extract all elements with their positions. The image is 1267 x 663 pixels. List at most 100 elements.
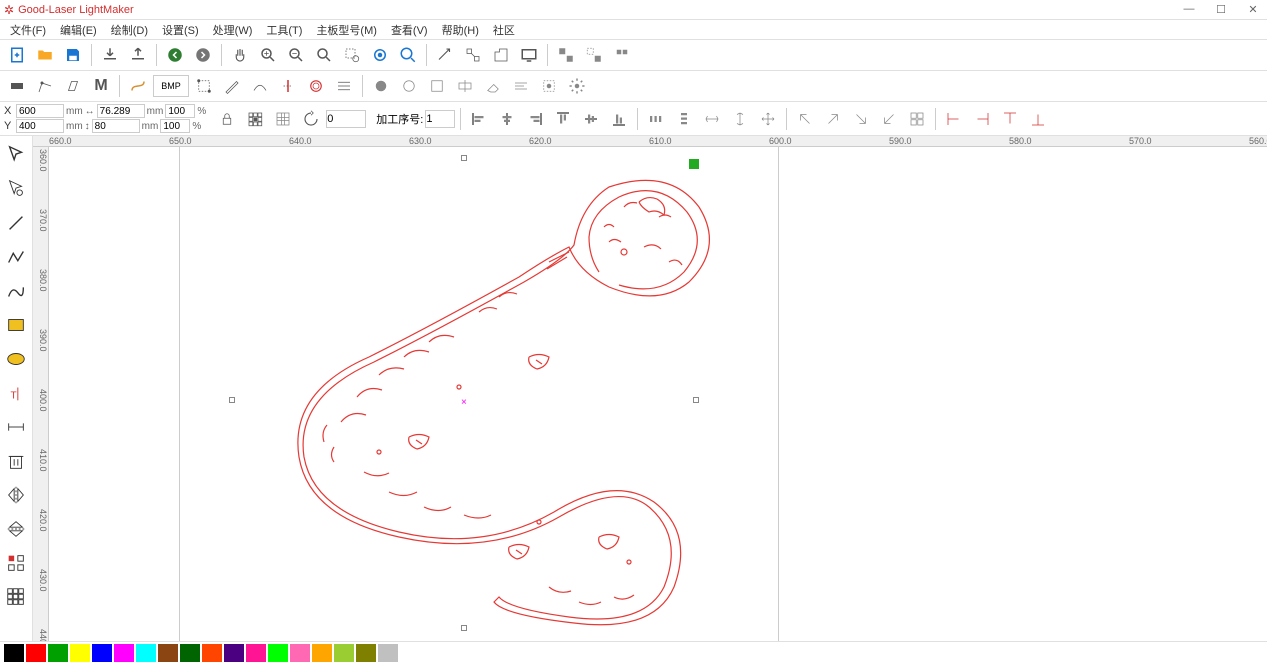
mirror-v-tool[interactable] (0, 514, 32, 544)
move-all-button[interactable] (755, 106, 781, 132)
list-button[interactable] (331, 73, 357, 99)
color-swatch[interactable] (202, 644, 222, 662)
transform-button[interactable] (191, 73, 217, 99)
text-m-button[interactable]: M (88, 73, 114, 99)
menu-process[interactable]: 处理(W) (207, 20, 259, 40)
zoom-fit-button[interactable] (311, 42, 337, 68)
corner-tl-button[interactable] (792, 106, 818, 132)
color-swatch[interactable] (180, 644, 200, 662)
rotate-input[interactable] (326, 110, 366, 128)
node-edit-button[interactable] (32, 73, 58, 99)
settings-gear-button[interactable] (564, 73, 590, 99)
color-swatch[interactable] (136, 644, 156, 662)
align-right-button[interactable] (522, 106, 548, 132)
anchor-grid-button[interactable] (242, 106, 268, 132)
corner-tr-button[interactable] (820, 106, 846, 132)
export-button[interactable] (125, 42, 151, 68)
redo-button[interactable] (190, 42, 216, 68)
path-tool1-button[interactable] (432, 42, 458, 68)
skew-button[interactable] (60, 73, 86, 99)
curve-tool[interactable] (0, 276, 32, 306)
seq-input[interactable] (425, 110, 455, 128)
dist-h-button[interactable] (643, 106, 669, 132)
pen-button[interactable] (219, 73, 245, 99)
zoom-out-button[interactable] (283, 42, 309, 68)
space-v-button[interactable] (727, 106, 753, 132)
measure-tool[interactable] (0, 412, 32, 442)
menu-view[interactable]: 查看(V) (385, 20, 434, 40)
color-swatch[interactable] (246, 644, 266, 662)
align-hcenter-button[interactable] (494, 106, 520, 132)
menu-draw[interactable]: 绘制(D) (105, 20, 154, 40)
rotate-button[interactable] (298, 106, 324, 132)
delete-tool[interactable] (0, 446, 32, 476)
arrow-left-button[interactable] (969, 106, 995, 132)
align-text-button[interactable] (508, 73, 534, 99)
corner-bl-button[interactable] (876, 106, 902, 132)
canvas[interactable]: × (49, 147, 1267, 641)
color-swatch[interactable] (48, 644, 68, 662)
group1-button[interactable] (553, 42, 579, 68)
group2-button[interactable] (581, 42, 607, 68)
select-mode-button[interactable] (4, 73, 30, 99)
menu-edit[interactable]: 编辑(E) (54, 20, 103, 40)
import-button[interactable] (97, 42, 123, 68)
color-swatch[interactable] (378, 644, 398, 662)
h-input[interactable] (92, 119, 140, 133)
color-swatch[interactable] (290, 644, 310, 662)
color-swatch[interactable] (334, 644, 354, 662)
grid-toggle-button[interactable] (270, 106, 296, 132)
menu-community[interactable]: 社区 (487, 20, 521, 40)
align-left-button[interactable] (466, 106, 492, 132)
shape1-button[interactable] (368, 73, 394, 99)
x-input[interactable] (16, 104, 64, 118)
arrow-right-button[interactable] (941, 106, 967, 132)
menu-help[interactable]: 帮助(H) (436, 20, 485, 40)
color-swatch[interactable] (312, 644, 332, 662)
line-tool[interactable] (0, 208, 32, 238)
zoom-all-button[interactable] (367, 42, 393, 68)
shape2-button[interactable] (396, 73, 422, 99)
corner-br-button[interactable] (848, 106, 874, 132)
circle-button[interactable] (303, 73, 329, 99)
display-button[interactable] (516, 42, 542, 68)
zoom-select-button[interactable] (339, 42, 365, 68)
pan-button[interactable] (227, 42, 253, 68)
array-tool[interactable] (0, 548, 32, 578)
close-button[interactable]: ✕ (1243, 3, 1263, 16)
zoom-in-button[interactable] (255, 42, 281, 68)
color-swatch[interactable] (356, 644, 376, 662)
open-file-button[interactable] (32, 42, 58, 68)
minimize-button[interactable]: — (1179, 3, 1199, 16)
bmp-button[interactable]: BMP (153, 75, 189, 97)
menu-board[interactable]: 主板型号(M) (310, 20, 383, 40)
polyline-tool[interactable] (0, 242, 32, 272)
undo-button[interactable] (162, 42, 188, 68)
w-input[interactable] (97, 104, 145, 118)
color-swatch[interactable] (70, 644, 90, 662)
curve-button[interactable] (125, 73, 151, 99)
select-tool[interactable] (0, 140, 32, 170)
align-top-button[interactable] (550, 106, 576, 132)
maximize-button[interactable]: ☐ (1211, 3, 1231, 16)
grid-tool[interactable] (0, 582, 32, 612)
menu-tools[interactable]: 工具(T) (260, 20, 308, 40)
zoom-page-button[interactable] (395, 42, 421, 68)
shape4-button[interactable] (452, 73, 478, 99)
selection-handle-top[interactable] (461, 155, 467, 161)
cut-path-button[interactable] (275, 73, 301, 99)
wp-input[interactable] (165, 104, 195, 118)
color-swatch[interactable] (158, 644, 178, 662)
ellipse-tool[interactable] (0, 344, 32, 374)
shape3-button[interactable] (424, 73, 450, 99)
mirror-h-tool[interactable] (0, 480, 32, 510)
menu-file[interactable]: 文件(F) (4, 20, 52, 40)
color-swatch[interactable] (92, 644, 112, 662)
selection-handle-bottom[interactable] (461, 625, 467, 631)
dist-v-button[interactable] (671, 106, 697, 132)
selection-handle-left[interactable] (229, 397, 235, 403)
group3-button[interactable] (609, 42, 635, 68)
eraser-button[interactable] (480, 73, 506, 99)
bezier-button[interactable] (247, 73, 273, 99)
focus-button[interactable] (536, 73, 562, 99)
